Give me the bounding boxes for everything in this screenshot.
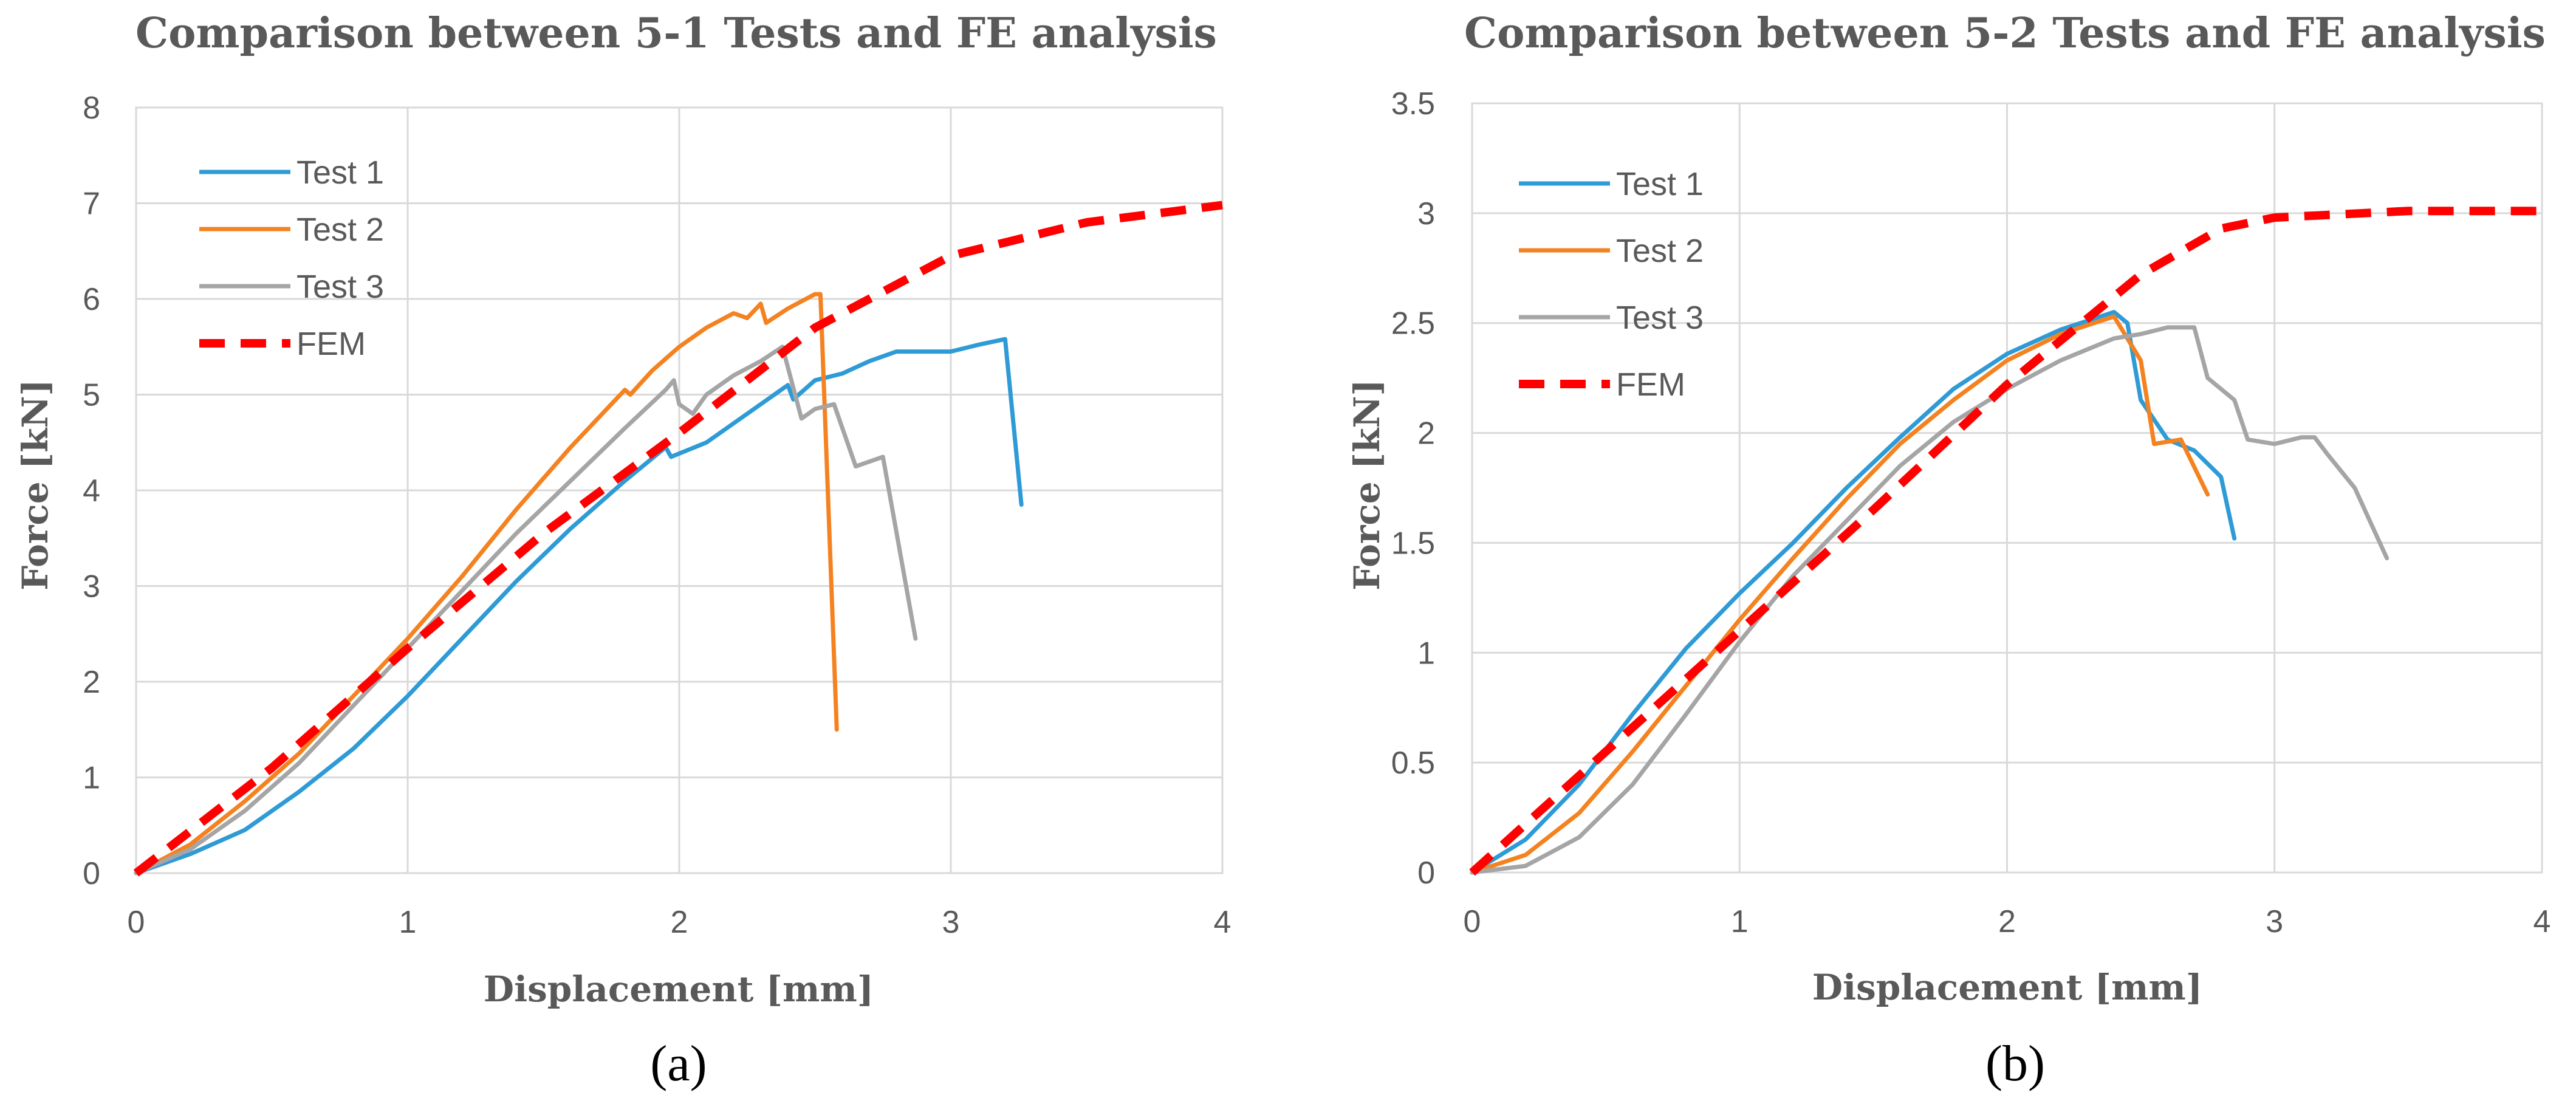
chart-title-a: Comparison between 5-1 Tests and FE anal…: [135, 9, 1217, 58]
legend-label-fem-b: FEM: [1616, 366, 1685, 403]
y-tick-label-5-a: 5: [83, 378, 100, 413]
plot-area-b: [1471, 102, 2543, 874]
y-tick-label-1-5-b: 1.5: [1391, 526, 1435, 561]
chart-title-b: Comparison between 5-2 Tests and FE anal…: [1464, 9, 2546, 58]
y-tick-label-2-a: 2: [83, 665, 100, 700]
y-tick-label-0-b: 0: [1417, 855, 1435, 891]
legend-label-fem-a: FEM: [296, 326, 366, 362]
x-tick-label-4-a: 4: [1214, 905, 1231, 940]
series-line-fem-a: [133, 201, 1223, 877]
y-tick-label-0-a: 0: [83, 856, 100, 891]
series-line-test-3-b: [1470, 325, 2389, 875]
x-tick-label-2-b: 2: [1998, 904, 2016, 939]
x-axis-title-a: Displacement [mm]: [484, 969, 874, 1010]
y-tick-label-3-5-b: 3.5: [1391, 86, 1435, 122]
caption-b: (b): [1985, 1035, 2045, 1092]
legend-label-test-2-b: Test 2: [1616, 233, 1704, 269]
y-tick-label-3-b: 3: [1417, 196, 1435, 231]
legend-label-test-1-a: Test 1: [296, 154, 384, 191]
legend-b: Test 1 Test 2 Test 3 FEM: [1519, 166, 1704, 403]
chart-panel-a: Comparison between 5-1 Tests and FE anal…: [15, 9, 1231, 1092]
y-tick-label-2-b: 2: [1417, 416, 1435, 451]
series-line-fem-b: [1469, 207, 2542, 876]
plot-area-a: [135, 106, 1224, 874]
series-line-test-1-a: [134, 337, 1024, 876]
y-axis-title-a: Force [kN]: [15, 379, 56, 591]
y-tick-label-2-5-b: 2.5: [1391, 306, 1435, 341]
y-tick-label-1-b: 1: [1417, 636, 1435, 671]
x-tick-label-3-a: 3: [942, 905, 960, 940]
series-line-test-1-b: [1470, 310, 2237, 875]
legend-a: Test 1 Test 2 Test 3 FEM: [199, 154, 384, 362]
x-tick-label-0-b: 0: [1464, 904, 1481, 939]
y-tick-label-3-a: 3: [83, 569, 100, 605]
legend-label-test-3-a: Test 3: [296, 269, 384, 305]
series-line-test-2-b: [1470, 314, 2210, 875]
y-tick-label-0-5-b: 0.5: [1391, 746, 1435, 781]
series-line-test-3-a: [134, 345, 918, 876]
x-tick-label-2-a: 2: [671, 905, 688, 940]
y-axis-title-b: Force [kN]: [1346, 379, 1388, 591]
y-tick-label-1-a: 1: [83, 761, 100, 796]
x-tick-label-4-b: 4: [2533, 904, 2551, 939]
x-tick-label-0-a: 0: [128, 905, 145, 940]
x-tick-label-1-a: 1: [399, 905, 417, 940]
y-tick-label-7-a: 7: [83, 187, 100, 222]
caption-a: (a): [650, 1035, 707, 1092]
legend-label-test-3-b: Test 3: [1616, 300, 1704, 336]
legend-label-test-2-a: Test 2: [296, 211, 384, 248]
y-tick-label-8-a: 8: [83, 91, 100, 126]
y-tick-label-4-a: 4: [83, 473, 100, 509]
x-axis-title-b: Displacement [mm]: [1812, 967, 2202, 1008]
x-tick-label-3-b: 3: [2266, 904, 2283, 939]
y-tick-label-6-a: 6: [83, 282, 100, 317]
x-tick-label-1-b: 1: [1731, 904, 1749, 939]
series-line-test-2-a: [134, 292, 839, 876]
legend-label-test-1-b: Test 1: [1616, 166, 1704, 202]
chart-panel-b: Comparison between 5-2 Tests and FE anal…: [1346, 9, 2550, 1092]
